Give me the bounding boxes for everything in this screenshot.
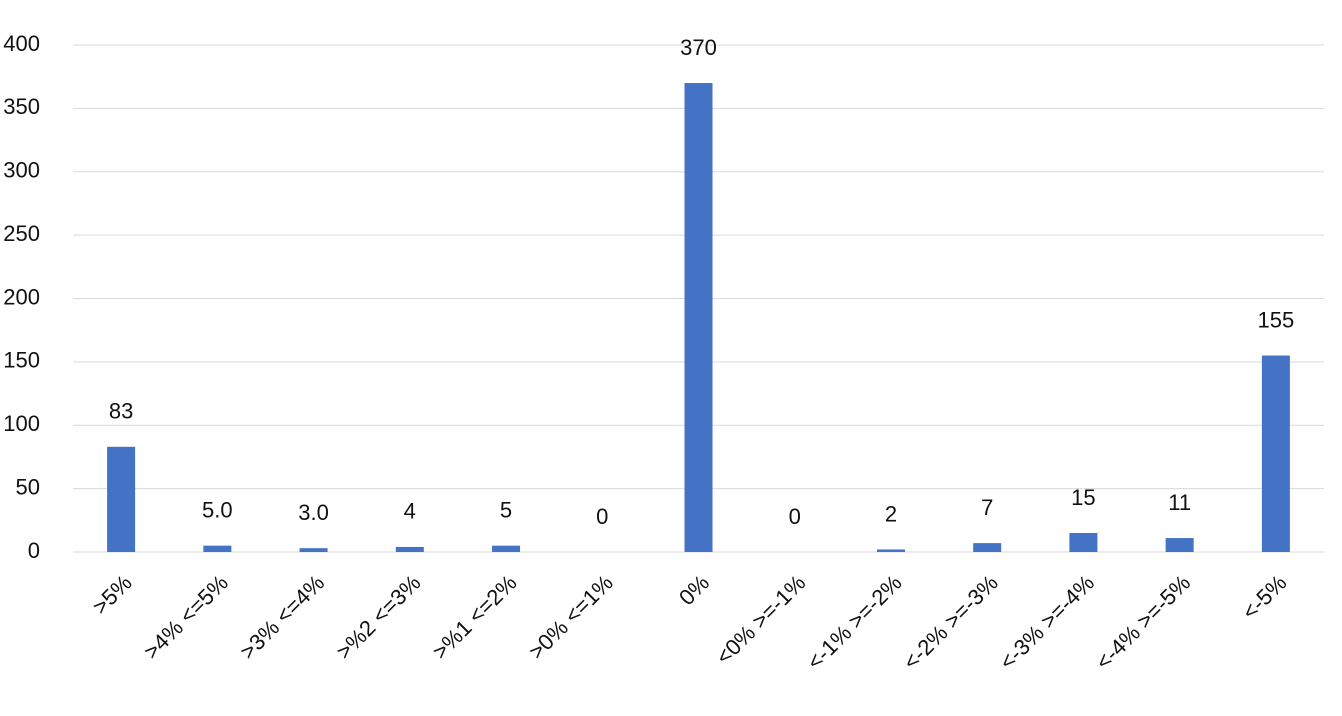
value-label: 7 [981, 495, 993, 520]
y-tick-label: 400 [3, 31, 40, 56]
x-tick-label: <-2% >=-3% [898, 570, 1003, 675]
x-tick-label: <-4% >=-5% [1091, 570, 1196, 675]
bar [299, 548, 328, 552]
y-tick-label: 300 [3, 158, 40, 183]
value-label: 0 [596, 504, 608, 529]
value-label: 11 [1168, 490, 1191, 515]
x-tick-label: >%1 <=2% [427, 570, 521, 664]
bar [973, 543, 1002, 552]
x-tick-label: >4% <=5% [139, 570, 233, 664]
y-tick-label: 350 [3, 94, 40, 119]
value-label: 2 [885, 501, 897, 526]
y-tick-label: 150 [3, 348, 40, 373]
x-tick-label: <0% >=-1% [711, 570, 810, 669]
value-label: 3.0 [298, 500, 329, 525]
bar [876, 549, 905, 552]
x-tick-label: 0% [674, 570, 714, 610]
value-label: 370 [680, 35, 717, 60]
y-tick-label: 100 [3, 411, 40, 436]
x-tick-label: <-1% >=-2% [802, 570, 907, 675]
bar [1261, 355, 1290, 552]
y-tick-label: 250 [3, 221, 40, 246]
x-tick-label: >5% [88, 570, 137, 619]
value-label: 0 [789, 504, 801, 529]
x-tick-label: >0% <=1% [524, 570, 618, 664]
bar [1165, 538, 1194, 552]
x-tick-label: <-3% >=-4% [994, 570, 1099, 675]
value-label: 5.0 [202, 497, 233, 522]
bar [492, 545, 521, 552]
x-tick-label: <-5% [1237, 570, 1291, 624]
value-label: 155 [1258, 307, 1295, 332]
x-tick-label: >%2 <=3% [331, 570, 425, 664]
value-label: 83 [109, 399, 133, 424]
bar [395, 546, 424, 552]
bar [684, 83, 713, 553]
x-tick-label: >3% <=4% [235, 570, 329, 664]
value-label: 5 [500, 497, 512, 522]
value-label: 4 [404, 499, 416, 524]
bar [1069, 532, 1098, 552]
y-tick-label: 50 [16, 474, 40, 499]
y-tick-label: 200 [3, 284, 40, 309]
y-tick-label: 0 [28, 538, 40, 563]
bar [107, 446, 136, 552]
bar [203, 545, 232, 552]
value-label: 15 [1071, 485, 1095, 510]
